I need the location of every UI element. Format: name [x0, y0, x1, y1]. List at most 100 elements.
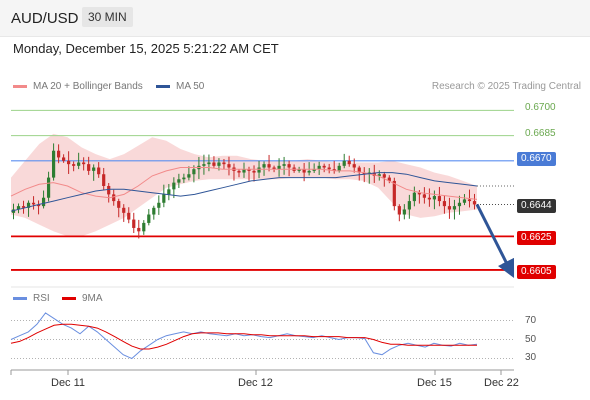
- candle-body: [132, 219, 136, 228]
- candle-body: [137, 227, 141, 232]
- candle-body: [402, 209, 406, 215]
- candle-body: [26, 202, 31, 208]
- candle-body: [307, 170, 311, 173]
- candle-body: [377, 174, 381, 176]
- candle-body: [407, 201, 411, 210]
- candle-body: [362, 172, 366, 175]
- candle-body: [302, 169, 306, 173]
- candle-body: [112, 194, 116, 202]
- legend-label-ma20: MA 20 + Bollinger Bands: [33, 81, 143, 92]
- level-label-0605: 0.6605: [517, 265, 556, 279]
- candle-body: [342, 160, 346, 166]
- candle-body: [287, 164, 291, 168]
- candle-body: [87, 164, 91, 171]
- candle-body: [157, 202, 161, 208]
- candle-body: [242, 169, 246, 173]
- candle-body: [347, 160, 351, 165]
- candle-body: [192, 169, 196, 175]
- candle-body: [252, 170, 256, 173]
- candle-body: [107, 185, 111, 195]
- candle-body: [427, 197, 431, 200]
- candle-body: [397, 206, 401, 215]
- last-price-label: 0.6644: [517, 199, 556, 213]
- candle-body: [46, 177, 51, 198]
- candle-body: [182, 177, 186, 180]
- candle-body: [447, 206, 452, 210]
- legend-swatch-ma20: [13, 85, 27, 88]
- candle-body: [437, 196, 442, 202]
- candle-body: [92, 167, 96, 171]
- legend-label-9ma: 9MA: [82, 293, 103, 304]
- candle-body: [467, 199, 472, 202]
- candle-body: [152, 207, 156, 215]
- candle-body: [127, 212, 131, 220]
- candle-body: [167, 189, 171, 195]
- candle-body: [97, 167, 101, 175]
- candle-body: [457, 202, 462, 207]
- candle-body: [277, 165, 281, 170]
- candle-body: [162, 194, 166, 203]
- candle-body: [312, 169, 316, 171]
- candle-body: [412, 192, 416, 202]
- candle-body: [11, 209, 16, 213]
- candle-body: [51, 150, 56, 178]
- candle-body: [41, 197, 46, 207]
- level-label-0625: 0.6625: [517, 231, 556, 245]
- candle-body: [257, 167, 261, 173]
- candle-body: [387, 177, 391, 181]
- legend-ma50: MA 50: [156, 81, 204, 92]
- candle-body: [227, 164, 231, 168]
- candle-body: [202, 164, 206, 166]
- legend-swatch-ma50: [156, 85, 170, 88]
- candle-body: [177, 179, 181, 183]
- candle-body: [422, 194, 426, 198]
- candle-body: [82, 162, 86, 165]
- candle-body: [72, 164, 76, 166]
- candle-body: [297, 169, 301, 171]
- candle-body: [392, 180, 396, 207]
- level-label-0670: 0.6670: [517, 152, 556, 166]
- x-tick-dec11: Dec 11: [51, 377, 86, 389]
- candle-body: [452, 206, 457, 210]
- candle-body: [332, 169, 336, 171]
- credit-text: Research © 2025 Trading Central: [431, 81, 581, 92]
- x-tick-dec22: Dec 22: [484, 377, 519, 389]
- candle-body: [172, 182, 176, 190]
- candle-body: [337, 165, 341, 171]
- candle-body: [317, 165, 321, 170]
- candle-body: [237, 170, 241, 173]
- legend-ma20: MA 20 + Bollinger Bands: [13, 81, 143, 92]
- legend-label-rsi: RSI: [33, 293, 50, 304]
- candle-body: [282, 164, 286, 166]
- candle-body: [57, 150, 61, 158]
- candle-body: [247, 169, 251, 171]
- candle-body: [322, 165, 326, 168]
- rsi-tick-30: 30: [525, 352, 537, 363]
- candle-body: [217, 162, 221, 166]
- ma50-line: [10, 172, 478, 212]
- candle-body: [187, 174, 191, 178]
- candle-body: [62, 157, 66, 161]
- candle-body: [432, 196, 437, 200]
- candle-body: [352, 164, 356, 168]
- candle-body: [357, 167, 361, 173]
- candle-body: [142, 222, 146, 232]
- timeframe-badge[interactable]: 30 MIN: [82, 7, 133, 27]
- candle-body: [267, 164, 271, 168]
- level-label-0685: 0.6685: [525, 128, 556, 139]
- candle-body: [16, 206, 21, 210]
- candle-body: [122, 207, 126, 213]
- bollinger-band: [11, 133, 477, 237]
- rsi-tick-50: 50: [525, 334, 537, 345]
- symbol-label: AUD/USD: [11, 10, 79, 27]
- candle-body: [67, 160, 71, 165]
- candle-body: [382, 174, 386, 178]
- candle-body: [117, 201, 121, 208]
- candle-body: [372, 172, 376, 176]
- candle-body: [102, 174, 106, 186]
- legend-label-ma50: MA 50: [176, 81, 205, 92]
- candle-body: [417, 192, 421, 195]
- x-tick-dec12: Dec 12: [238, 377, 273, 389]
- datetime-label: Monday, December 15, 2025 5:21:22 AM CET: [13, 41, 279, 56]
